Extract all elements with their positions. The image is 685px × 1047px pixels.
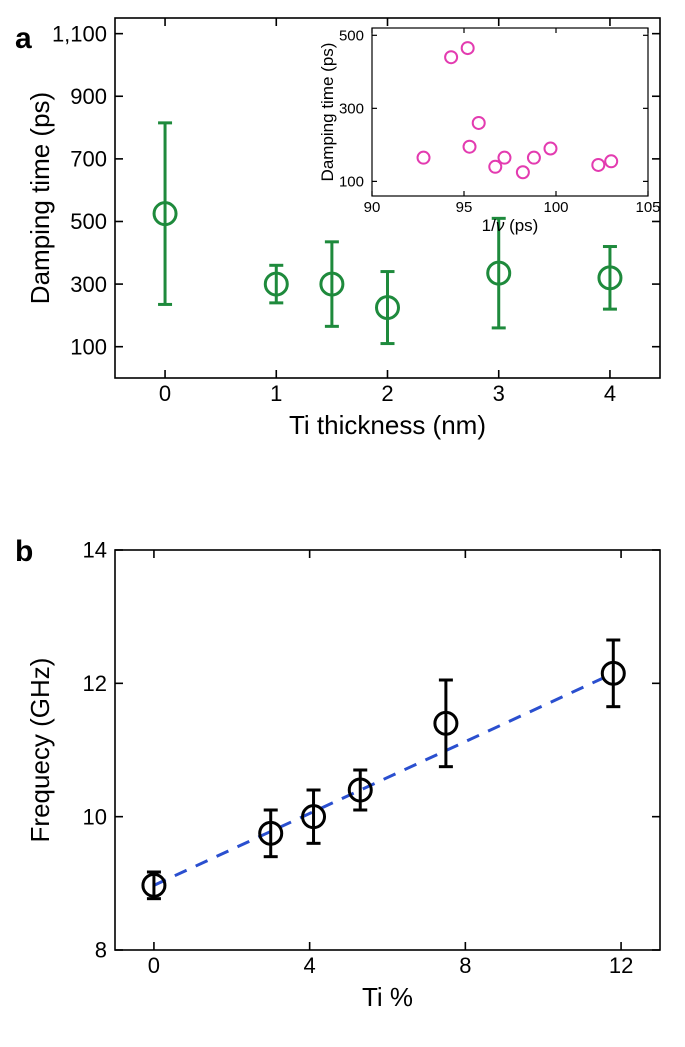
panel-a-label: a xyxy=(15,22,32,56)
svg-text:105: 105 xyxy=(635,199,660,216)
svg-text:12: 12 xyxy=(83,671,107,696)
svg-text:100: 100 xyxy=(543,199,568,216)
panel-b-label: b xyxy=(15,535,33,569)
svg-text:1,100: 1,100 xyxy=(52,21,107,46)
svg-text:700: 700 xyxy=(70,147,107,172)
charts-svg: 012341003005007009001,100Ti thickness (n… xyxy=(0,0,685,1047)
svg-text:Ti thickness (nm): Ti thickness (nm) xyxy=(289,410,486,440)
svg-text:300: 300 xyxy=(339,101,364,118)
panel-a-label-text: a xyxy=(15,22,32,55)
svg-text:0: 0 xyxy=(159,381,171,406)
figure: a b 012341003005007009001,100Ti thicknes… xyxy=(0,0,685,1047)
svg-text:4: 4 xyxy=(304,953,316,978)
svg-text:12: 12 xyxy=(609,953,633,978)
svg-text:8: 8 xyxy=(95,938,107,963)
svg-text:900: 900 xyxy=(70,84,107,109)
svg-text:10: 10 xyxy=(83,804,107,829)
svg-text:14: 14 xyxy=(83,538,107,563)
svg-text:300: 300 xyxy=(70,272,107,297)
svg-text:8: 8 xyxy=(459,953,471,978)
svg-text:500: 500 xyxy=(339,28,364,45)
svg-text:Damping time (ps): Damping time (ps) xyxy=(25,92,55,304)
svg-text:0: 0 xyxy=(148,953,160,978)
svg-text:3: 3 xyxy=(493,381,505,406)
svg-text:2: 2 xyxy=(381,381,393,406)
svg-text:Damping time (ps): Damping time (ps) xyxy=(318,43,337,182)
svg-text:100: 100 xyxy=(339,174,364,191)
svg-text:1: 1 xyxy=(270,381,282,406)
svg-text:4: 4 xyxy=(604,381,616,406)
svg-text:500: 500 xyxy=(70,209,107,234)
svg-text:Frequecy (GHz): Frequecy (GHz) xyxy=(25,658,55,843)
svg-text:95: 95 xyxy=(456,199,473,216)
svg-text:Ti %: Ti % xyxy=(362,982,413,1012)
panel-b-label-text: b xyxy=(15,535,33,568)
svg-text:100: 100 xyxy=(70,334,107,359)
svg-text:1/ν (ps): 1/ν (ps) xyxy=(482,216,539,235)
svg-text:90: 90 xyxy=(364,199,381,216)
